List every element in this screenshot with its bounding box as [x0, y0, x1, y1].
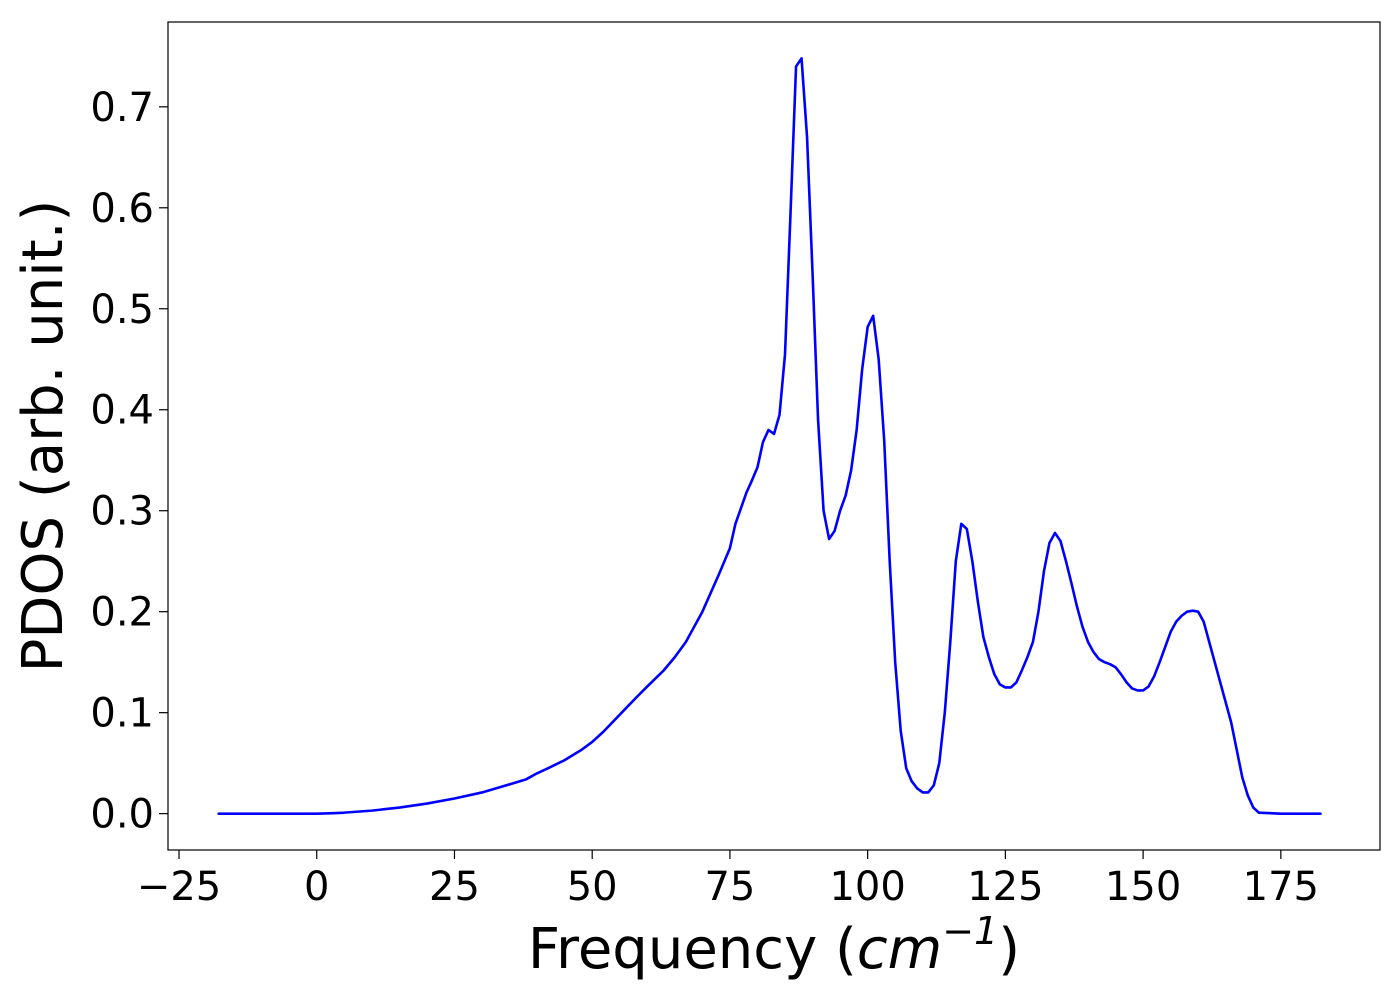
x-tick-label: 0 — [304, 864, 329, 910]
x-tick-label: 25 — [429, 864, 480, 910]
x-tick-label: 100 — [829, 864, 905, 910]
x-tick-label: 50 — [567, 864, 618, 910]
x-axis-label-unit: cm — [857, 917, 942, 982]
y-tick-label: 0.4 — [90, 388, 154, 434]
y-tick-label: 0.1 — [90, 691, 154, 737]
pdos-series-line — [217, 57, 1322, 815]
y-axis-ticks: 0.0 0.1 0.2 0.3 0.4 0.5 0.6 0.7 — [90, 85, 168, 838]
x-tick-label: −25 — [137, 864, 221, 910]
y-tick-label: 0.3 — [90, 489, 154, 535]
x-tick-label: 150 — [1105, 864, 1181, 910]
x-tick-label: 125 — [967, 864, 1043, 910]
plot-area-frame — [167, 21, 1381, 851]
x-axis-label: Frequency (cm−1) — [528, 909, 1020, 982]
x-axis-ticks: −25 0 25 50 75 100 125 150 175 — [137, 850, 1319, 910]
y-tick-label: 0.5 — [90, 287, 154, 333]
y-tick-label: 0.7 — [90, 85, 154, 131]
x-axis-label-text: Frequency ( — [528, 917, 857, 982]
y-tick-label: 0.0 — [90, 792, 154, 838]
x-tick-label: 75 — [704, 864, 755, 910]
y-tick-label: 0.6 — [90, 186, 154, 232]
y-axis-label: PDOS (arb. unit.) — [11, 200, 76, 673]
x-axis-label-close: ) — [998, 917, 1020, 982]
x-axis-label-exponent: −1 — [942, 909, 998, 953]
y-tick-label: 0.2 — [90, 590, 154, 636]
x-tick-label: 175 — [1243, 864, 1319, 910]
series-layer — [217, 57, 1322, 815]
